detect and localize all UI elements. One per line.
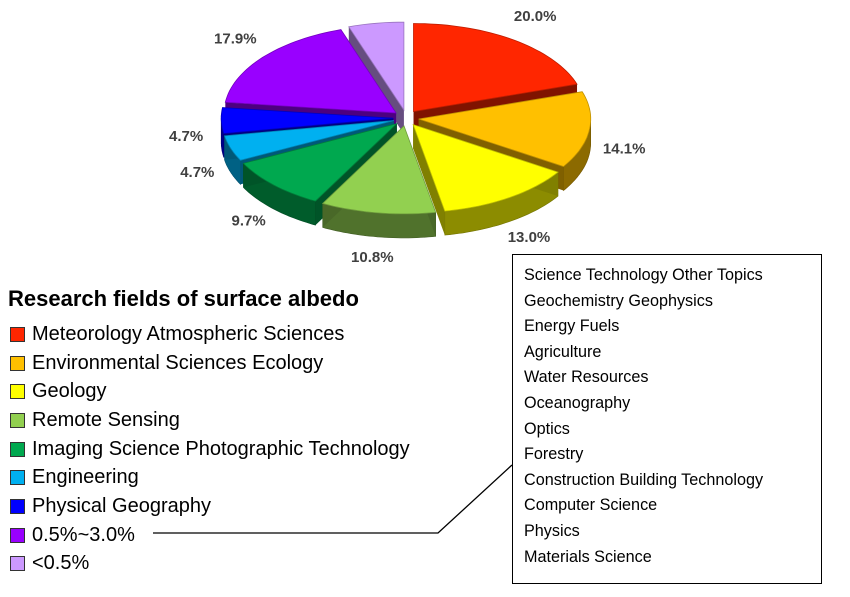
legend-swatch [10,326,25,342]
legend-item: Physical Geography [10,492,410,521]
others-list-item: Forestry [524,445,584,464]
legend-swatch [10,355,25,371]
legend-item: Engineering [10,463,410,492]
pie-value-label: 9.7% [231,212,265,229]
pie-value-label: 14.1% [603,140,646,157]
others-list-item: Agriculture [524,342,602,361]
pie-value-label: 4.7% [180,164,214,181]
legend-swatch [10,556,25,572]
legend-label: Remote Sensing [32,408,180,431]
legend-item: 0.5%~3.0% [10,521,410,550]
pie-slice [348,21,405,112]
pie-value-label: 20.0% [514,8,557,25]
others-list-item: Construction Building Technology [524,470,764,489]
pie-slice [224,29,397,114]
legend-swatch [10,412,25,428]
pie-value-label: 5.2% [353,0,387,3]
pie-slice [242,122,399,202]
legend-label: Imaging Science Photographic Technology [32,437,410,460]
others-list-item: Materials Science [524,547,652,566]
others-list-item: Optics [524,419,570,438]
legend-item: Environmental Sciences Ecology [10,349,410,378]
pie-slice [321,125,437,215]
others-list-item: Science Technology Other Topics [524,266,763,284]
legend: Meteorology Atmospheric Sciences Environm… [10,320,410,578]
others-category-box: Science Technology Other Topics Geochemis… [512,254,822,584]
legend-label: Geology [32,380,107,403]
pie-value-label: 17.9% [214,31,257,48]
pie-slice [220,107,394,134]
pie-labels-layer: 20.0% 14.1% 13.0% 10.8% 9.7% 4.7% 4.7% 17.9% 5.2… [169,0,645,266]
legend-title: Research fields of surface albedo [8,286,359,311]
legend-item: Imaging Science Photographic Technology [10,435,410,464]
legend-swatch [10,527,25,543]
pie-slice [223,120,395,161]
pie-slice [412,123,559,212]
pie-value-label: 13.0% [508,229,551,246]
others-list-item: Water Resources [524,368,649,387]
legend-item: Meteorology Atmospheric Sciences [10,320,410,349]
leader-line [153,464,513,534]
legend-label: Meteorology Atmospheric Sciences [32,322,345,345]
legend-item: Remote Sensing [10,406,410,435]
legend-label: <0.5% [32,552,90,575]
legend-swatch [10,470,25,486]
others-list-item: Energy Fuels [524,317,620,336]
legend-label: Physical Geography [32,494,211,517]
legend-swatch [10,384,25,400]
others-list-item: Geochemistry Geophysics [524,291,713,310]
others-list-item: Computer Science [524,496,658,515]
pie-slice [418,91,592,167]
legend-item: Geology [10,377,410,406]
legend-item: <0.5% [10,550,410,579]
pie-value-label: 10.8% [351,249,394,266]
others-list-item: Oceanography [524,393,631,412]
legend-label: 0.5%~3.0% [32,523,135,546]
legend-swatch [10,441,25,457]
legend-label: Environmental Sciences Ecology [32,351,324,374]
pie-value-label: 4.7% [169,128,203,145]
others-list-item: Physics [524,521,580,540]
legend-swatch [10,498,25,514]
pie-slice [413,23,578,112]
legend-label: Engineering [32,466,139,489]
pie-slices-layer [220,21,592,239]
